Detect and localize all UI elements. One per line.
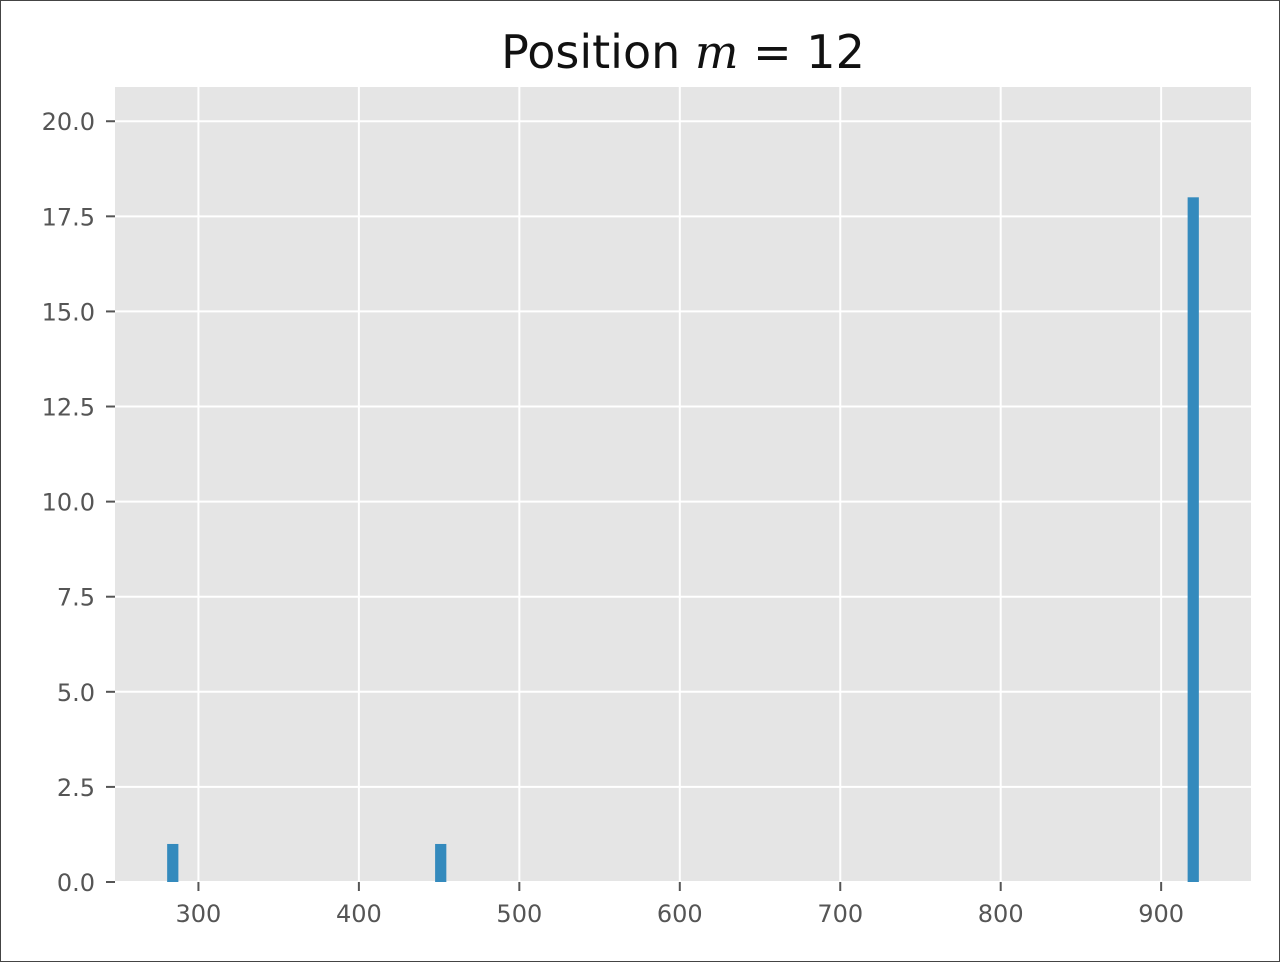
chart-title: Position m = 12: [501, 25, 865, 79]
chart-title-operator: =: [739, 25, 807, 79]
chart-title-variable: m: [695, 25, 739, 79]
x-tick-label: 800: [978, 900, 1024, 928]
y-tick-label: 12.5: [42, 394, 95, 422]
y-tick-label: 5.0: [57, 679, 95, 707]
y-tick-label: 0.0: [57, 869, 95, 897]
chart-title-text: Position: [501, 25, 695, 79]
histogram-bar: [435, 843, 447, 882]
grid-lines: [115, 87, 1251, 883]
y-tick-label: 10.0: [42, 489, 95, 517]
x-tick-label: 600: [657, 900, 703, 928]
y-tick-label: 2.5: [57, 774, 95, 802]
x-tick-label: 900: [1138, 900, 1184, 928]
y-axis: 0.0 2.5 5.0 7.5 10.0 12.5 15.0 17.5 20.0: [42, 108, 115, 897]
chart-title-value: 12: [806, 25, 865, 79]
y-tick-label: 20.0: [42, 108, 95, 136]
histogram-bar: [167, 843, 179, 882]
x-axis: 300 400 500 600 700 800 900: [176, 882, 1184, 928]
y-tick-label: 15.0: [42, 298, 95, 326]
histogram-bar: [1187, 197, 1199, 882]
bars-group: [167, 197, 1199, 882]
x-tick-label: 300: [176, 900, 222, 928]
x-tick-label: 700: [817, 900, 863, 928]
y-tick-label: 7.5: [57, 584, 95, 612]
x-tick-label: 400: [336, 900, 382, 928]
y-tick-label: 17.5: [42, 203, 95, 231]
plot-area: [115, 87, 1251, 882]
x-tick-label: 500: [496, 900, 542, 928]
